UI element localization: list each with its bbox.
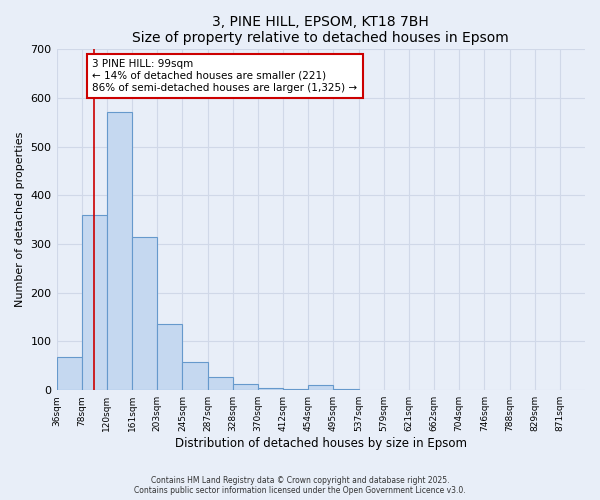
X-axis label: Distribution of detached houses by size in Epsom: Distribution of detached houses by size …	[175, 437, 467, 450]
Text: Contains HM Land Registry data © Crown copyright and database right 2025.
Contai: Contains HM Land Registry data © Crown c…	[134, 476, 466, 495]
Bar	[82, 215, 107, 390]
Bar	[308, 386, 334, 390]
Bar	[182, 362, 208, 390]
Bar	[132, 236, 157, 390]
Bar	[233, 384, 258, 390]
Bar	[258, 388, 283, 390]
Bar	[107, 112, 132, 390]
Title: 3, PINE HILL, EPSOM, KT18 7BH
Size of property relative to detached houses in Ep: 3, PINE HILL, EPSOM, KT18 7BH Size of pr…	[133, 15, 509, 45]
Bar	[334, 389, 359, 390]
Bar	[283, 389, 308, 390]
Bar	[208, 377, 233, 390]
Bar	[157, 324, 182, 390]
Y-axis label: Number of detached properties: Number of detached properties	[15, 132, 25, 308]
Bar	[56, 357, 82, 390]
Text: 3 PINE HILL: 99sqm
← 14% of detached houses are smaller (221)
86% of semi-detach: 3 PINE HILL: 99sqm ← 14% of detached hou…	[92, 60, 358, 92]
